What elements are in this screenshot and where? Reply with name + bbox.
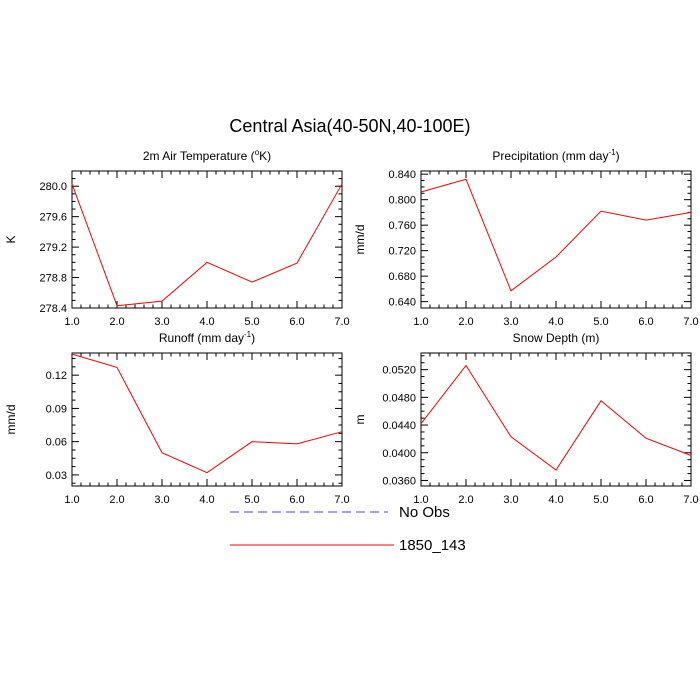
y-tick-label: 0.03 [46, 470, 67, 482]
panel-2: Precipitation (mm day-1) mm/d 1.0 2.0 3.0 4.0… [353, 148, 699, 328]
y-tick-label: 0.0480 [382, 392, 416, 404]
y-tick-label: 0.720 [388, 246, 416, 258]
x-tick-label: 5.0 [244, 316, 259, 328]
y-tick-label: 0.760 [388, 220, 416, 232]
x-tick-label: 1.0 [413, 494, 428, 506]
panel-title-main: Snow Depth (m) [513, 331, 600, 345]
x-tick-label: 4.0 [548, 316, 563, 328]
panels-group: 2m Air Temperature (oK) K 1.0 2.0 3.0 4.0 5.0 6… [4, 148, 699, 506]
y-tick-label: 0.680 [388, 271, 416, 283]
series-line-1850_143 [420, 178, 692, 292]
y-tick-label: 0.06 [46, 437, 67, 449]
y-axis-label: m [353, 415, 367, 425]
panel-title-main: Precipitation (mm day [492, 149, 608, 163]
x-tick-label: 7.0 [683, 494, 698, 506]
x-tick-label: 2.0 [458, 316, 473, 328]
panel-4: Snow Depth (m) m 1.0 2.0 3.0 4.0 5.0 6.0 7.0 0.03… [353, 331, 699, 506]
x-tick-label: 3.0 [503, 494, 518, 506]
y-axis-label: mm/d [4, 405, 18, 435]
series-line-1850_143 [71, 353, 343, 474]
y-tick-label: 0.0400 [382, 448, 416, 460]
x-tick-label: 6.0 [638, 316, 653, 328]
x-tick-label: 2.0 [109, 316, 124, 328]
x-tick-label: 6.0 [289, 316, 304, 328]
x-tick-label: 2.0 [109, 494, 124, 506]
x-tick-label: 7.0 [683, 316, 698, 328]
x-tick-label: 1.0 [413, 316, 428, 328]
y-tick-label: 278.8 [39, 273, 67, 285]
plot-frame [71, 352, 343, 487]
x-tick-label: 2.0 [458, 494, 473, 506]
x-tick-label: 4.0 [548, 494, 563, 506]
plot-frame [420, 352, 692, 487]
y-tick-label: 0.09 [46, 403, 67, 415]
x-tick-label: 1.0 [64, 494, 79, 506]
panel-title-main: Runoff (mm day [159, 331, 244, 345]
y-tick-label: 0.12 [46, 370, 67, 382]
panel-1: 2m Air Temperature (oK) K 1.0 2.0 3.0 4.0 5.0 6… [4, 148, 350, 328]
legend: No Obs 1850_143 [230, 504, 466, 554]
x-tick-label: 1.0 [64, 316, 79, 328]
panel-title-superscript: o [255, 148, 260, 157]
panel-title-main: 2m Air Temperature ( [143, 149, 255, 163]
panel-title: Precipitation (mm day-1) [492, 148, 619, 163]
x-tick-label: 7.0 [334, 494, 349, 506]
plot-frame [420, 170, 692, 309]
x-tick-label: 3.0 [154, 316, 169, 328]
y-tick-label: 0.640 [388, 297, 416, 309]
panel-title: Runoff (mm day-1) [159, 330, 255, 345]
x-tick-label: 5.0 [244, 494, 259, 506]
x-tick-label: 4.0 [199, 494, 214, 506]
y-tick-label: 279.6 [39, 212, 67, 224]
legend-label-2: 1850_143 [399, 537, 466, 554]
plot-frame [71, 170, 343, 309]
y-tick-label: 0.0520 [382, 365, 416, 377]
legend-label-1: No Obs [399, 504, 450, 521]
y-tick-label: 0.800 [388, 195, 416, 207]
y-tick-label: 0.0440 [382, 420, 416, 432]
x-tick-label: 6.0 [289, 494, 304, 506]
panel-3: Runoff (mm day-1) mm/d 1.0 2.0 3.0 4.0 5.0 6.0 7… [4, 330, 350, 506]
panel-title: Snow Depth (m) [513, 331, 600, 345]
x-tick-label: 3.0 [503, 316, 518, 328]
x-tick-label: 5.0 [593, 494, 608, 506]
x-tick-label: 3.0 [154, 494, 169, 506]
x-tick-label: 7.0 [334, 316, 349, 328]
y-tick-label: 280.0 [39, 181, 67, 193]
panel-title-suffix: ) [251, 331, 255, 345]
y-tick-label: 0.0360 [382, 475, 416, 487]
y-tick-label: 279.2 [39, 242, 67, 254]
figure-title: Central Asia(40-50N,40-100E) [229, 116, 470, 136]
y-axis-label: mm/d [353, 225, 367, 255]
series-line-1850_143 [71, 183, 343, 307]
y-tick-label: 0.840 [388, 169, 416, 181]
x-tick-label: 4.0 [199, 316, 214, 328]
panel-title-suffix: K) [259, 149, 271, 163]
y-tick-label: 278.4 [39, 303, 67, 315]
x-tick-label: 6.0 [638, 494, 653, 506]
panel-title-suffix: ) [616, 149, 620, 163]
panel-title-superscript: -1 [244, 330, 252, 339]
panel-title: 2m Air Temperature (oK) [143, 148, 271, 163]
x-tick-label: 5.0 [593, 316, 608, 328]
panel-title-superscript: -1 [608, 148, 616, 157]
series-line-1850_143 [420, 364, 692, 471]
y-axis-label: K [4, 235, 18, 243]
